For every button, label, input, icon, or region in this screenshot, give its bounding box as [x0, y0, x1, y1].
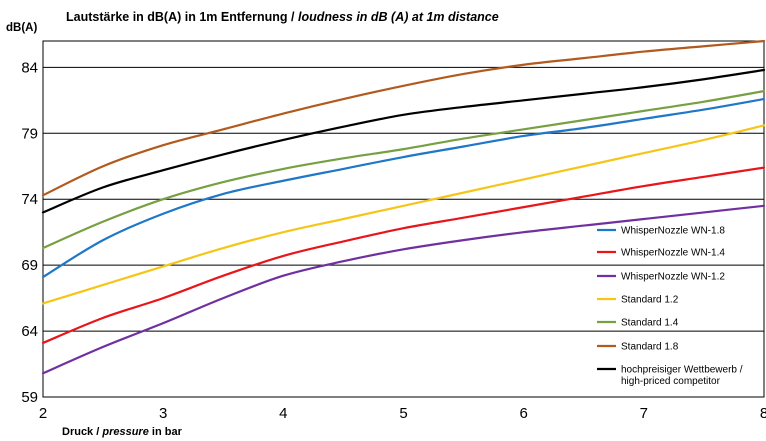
legend: WhisperNozzle WN-1.8 WhisperNozzle WN-1.4… [597, 226, 743, 387]
x-tick-labels: 2 3 4 5 6 7 8 [39, 405, 766, 422]
x-tick-label: 7 [640, 405, 648, 422]
y-tick-label: 69 [21, 257, 38, 274]
x-tick-label: 5 [399, 405, 407, 422]
x-tick-label: 2 [39, 405, 47, 422]
y-tick-label: 74 [21, 191, 38, 208]
legend-label: hochpreisiger Wettbewerb / [621, 365, 743, 376]
legend-label: Standard 1.4 [621, 318, 679, 329]
legend-label: Standard 1.8 [621, 342, 679, 353]
y-tick-label: 64 [21, 323, 38, 340]
x-tick-label: 6 [519, 405, 527, 422]
series-line-7 [41, 68, 766, 214]
y-axis-label: dB(A) [6, 22, 38, 34]
series-line-2 [41, 166, 766, 345]
chart-title-en: loudness in dB (A) at 1m distance [297, 10, 499, 24]
series-line-1 [41, 97, 766, 279]
legend-label: WhisperNozzle WN-1.8 [621, 226, 725, 237]
chart-title: Lautstärke in dB(A) in 1m Entfernung / l… [66, 10, 499, 24]
y-tick-labels: 59 64 69 74 79 84 [21, 59, 38, 406]
series-line-3 [41, 204, 766, 375]
series-lines [41, 39, 766, 375]
x-axis-label-unit: in bar [151, 426, 182, 438]
series-line-4 [41, 124, 766, 305]
series-line-5 [41, 90, 766, 250]
x-axis-label-de: Druck / [62, 426, 100, 438]
series-line-6 [41, 39, 766, 197]
y-tick-label: 79 [21, 125, 38, 142]
legend-label: high-priced competitor [621, 376, 721, 387]
chart-title-de: Lautstärke in dB(A) in 1m Entfernung / [66, 10, 295, 24]
x-tick-label: 4 [279, 405, 287, 422]
y-tick-label: 59 [21, 389, 38, 406]
x-axis-label: Druck / pressure in bar [62, 426, 182, 438]
legend-label: WhisperNozzle WN-1.4 [621, 248, 725, 259]
plot-area-border [42, 40, 765, 398]
x-tick-label: 3 [159, 405, 167, 422]
y-tick-label: 84 [21, 59, 38, 76]
legend-label: WhisperNozzle WN-1.2 [621, 272, 725, 283]
x-axis-label-en: pressure [102, 426, 149, 438]
legend-label: Standard 1.2 [621, 295, 679, 306]
x-tick-label: 8 [760, 405, 766, 422]
